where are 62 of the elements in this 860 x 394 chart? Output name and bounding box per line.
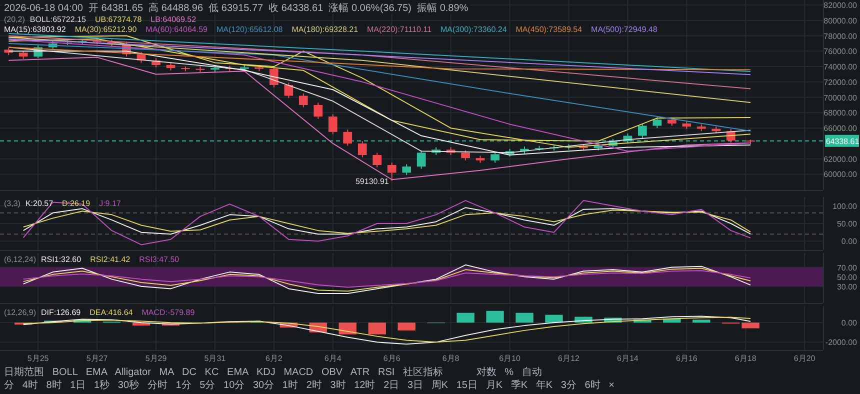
series-label: RSI3:47.50 bbox=[139, 255, 180, 264]
text: MA(450):73589.54 bbox=[516, 25, 583, 34]
y-tick-label: 50.00 bbox=[836, 220, 858, 228]
x-tick-label: 6月6 bbox=[383, 354, 401, 363]
text: LB:64069.52 bbox=[150, 15, 197, 24]
x-tick-label: 5月25 bbox=[27, 354, 50, 363]
y-tick-label: 66000.00 bbox=[824, 124, 858, 134]
series-label: J:9.17 bbox=[99, 199, 122, 208]
y-tick-label: 70.00 bbox=[836, 263, 858, 272]
ref-line-label: 64338.61 bbox=[826, 136, 860, 146]
y-tick-label: 74000.00 bbox=[824, 62, 858, 72]
y-tick-label: 60000.00 bbox=[824, 170, 858, 180]
x-tick-label: 6月4 bbox=[324, 354, 342, 363]
y-tick-label: 0.00 bbox=[841, 237, 858, 246]
x-tick-label: 5月29 bbox=[145, 354, 168, 363]
x-tick-label: 6月8 bbox=[442, 354, 460, 363]
y-tick-label: 62000.00 bbox=[824, 154, 858, 164]
legend-title: (12,26,9) bbox=[4, 308, 36, 317]
x-tick-label: 6月10 bbox=[499, 354, 521, 363]
x-tick-label: 6月16 bbox=[676, 354, 698, 363]
y-tick-label: 78000.00 bbox=[824, 32, 858, 41]
x-tick-label: 6月12 bbox=[558, 354, 580, 363]
text: MA(120):65612.08 bbox=[216, 25, 284, 34]
x-tick-label: 6月14 bbox=[617, 354, 639, 363]
y-tick-label: 82000.00 bbox=[824, 1, 858, 10]
text: MA(500):72949.48 bbox=[591, 25, 658, 34]
series-label: UB:67374.78 bbox=[94, 15, 142, 24]
y-tick-label: 70000.00 bbox=[824, 93, 858, 102]
text: MA(180):69328.21 bbox=[292, 25, 359, 34]
text: MA(220):71110.11 bbox=[367, 25, 432, 34]
text: MA(300):73360.24 bbox=[440, 25, 508, 34]
y-tick-label: 0.00 bbox=[841, 318, 858, 328]
legend-title: (20,2) bbox=[4, 15, 26, 24]
series-label: K:20.57 bbox=[25, 199, 54, 208]
x-tick-label: 6月18 bbox=[734, 354, 757, 363]
x-tick-label: 5月27 bbox=[86, 354, 108, 363]
series-label: MACD:-579.89 bbox=[142, 308, 196, 317]
series-label: MA(60):64064.59 bbox=[146, 25, 208, 34]
text: BOLL:65722.15 bbox=[30, 15, 87, 24]
x-tick-label: 6月2 bbox=[265, 354, 283, 363]
text: MA(15):63803.92 bbox=[4, 25, 66, 34]
y-tick-label: 30.00 bbox=[836, 282, 858, 292]
y-tick-label: -2000.00 bbox=[825, 338, 858, 348]
y-tick-label: 80000.00 bbox=[824, 16, 858, 26]
annotation: 2026-06-18 04:00 开 64381.65 高 64488.96 低 63915.77 收 64338.61 涨幅 0.06%(36.75) 振幅 0.89% bbox=[4, 2, 468, 14]
y-tick-label: 50.00 bbox=[836, 272, 858, 282]
legend-title: (6,12,24) bbox=[4, 255, 36, 264]
series-label: DEA:416.64 bbox=[90, 308, 134, 317]
text: 分 4时 8时 1日 1秒 30秒 分时 1分 5分 10分 30分 1时 2时 3时 12时 2日 3日 周K 15日 月K 季K 年K 3分 6时 × bbox=[4, 379, 615, 391]
series-label: RSI2:41.42 bbox=[90, 255, 131, 264]
x-tick-label: 6月20 bbox=[794, 354, 816, 363]
legend-title: (3,3) bbox=[4, 199, 21, 208]
text: 日期范围 BOLL EMA Alligator MA DC KC EMA KDJ MACD OBV ATR RSI 社区指标 对数 % 自动 bbox=[4, 366, 542, 378]
y-tick-label: 100.00 bbox=[832, 202, 858, 211]
y-tick-label: 72000.00 bbox=[824, 78, 858, 87]
x-tick-label: 5月31 bbox=[204, 354, 226, 363]
series-label: MA(30):65212.90 bbox=[74, 25, 138, 34]
series-label: RSI1:32.60 bbox=[41, 255, 82, 264]
series-label: DIF:126.69 bbox=[41, 308, 82, 317]
y-tick-label: 76000.00 bbox=[824, 47, 858, 56]
y-tick-label: 68000.00 bbox=[824, 108, 858, 118]
annotation: 59130.91 bbox=[355, 176, 390, 186]
